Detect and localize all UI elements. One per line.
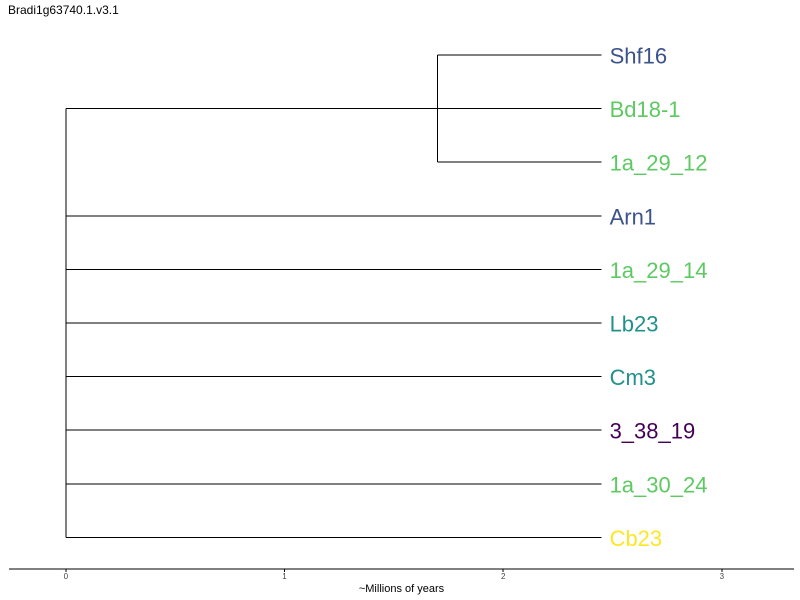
x-tick-label: 2 [501, 572, 506, 581]
x-axis-title: ~Millions of years [359, 583, 445, 595]
tip-label: 1a_30_24 [610, 472, 708, 497]
tip-label: Cb23 [610, 526, 663, 551]
tip-label: 1a_29_12 [610, 151, 708, 176]
tip-label: Arn1 [610, 204, 656, 229]
tip-label: Shf16 [610, 44, 668, 69]
tip-label: Cm3 [610, 365, 656, 390]
tip-label: Bd18-1 [610, 97, 681, 122]
x-tick-label: 0 [64, 572, 69, 581]
x-tick-label: 1 [282, 572, 287, 581]
tree-tip-labels: Shf16 Bd18-1 1a_29_12 Arn1 1a_29_14 Lb23 Cm3 3_… [610, 44, 708, 551]
time-axis: 0 1 2 3 ~Millions of years [9, 568, 794, 595]
tip-label: 3_38_19 [610, 419, 696, 444]
x-tick-label: 3 [720, 572, 725, 581]
tip-label: Lb23 [610, 312, 659, 337]
tree-title: Bradi1g63740.1.v3.1 [8, 3, 119, 17]
x-axis-ticks: 0 1 2 3 [64, 569, 725, 581]
tip-label: 1a_29_14 [610, 258, 708, 283]
tree-branches [65, 54, 602, 538]
